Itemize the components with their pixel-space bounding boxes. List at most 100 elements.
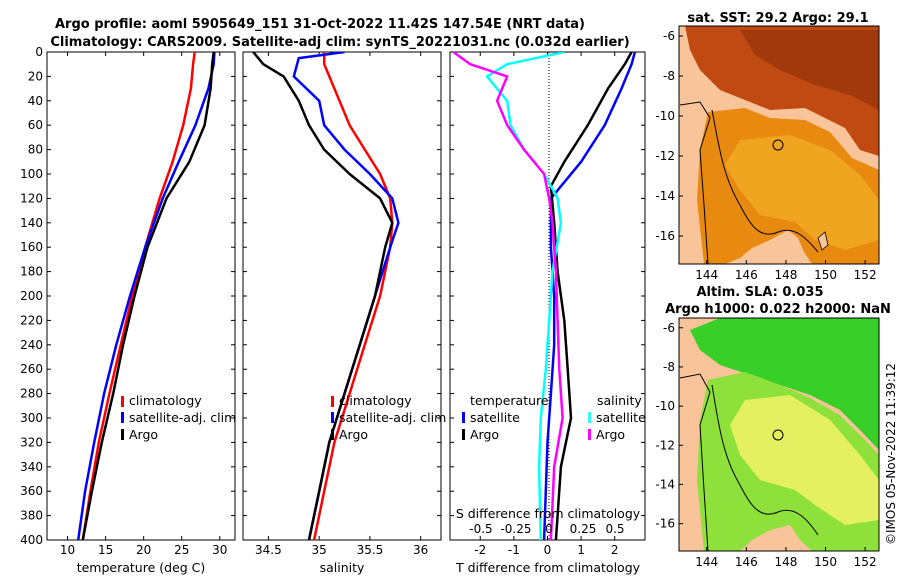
- temperature-axes: [46, 51, 236, 541]
- sst-coastline: [679, 101, 711, 264]
- t-difference-xlabel: T difference from climatology: [455, 560, 641, 575]
- map-y-tick-label: -8: [663, 360, 675, 374]
- series-line-s-satellite: [485, 52, 565, 540]
- legend-swatch-climatology: [331, 396, 334, 407]
- series-line-s-argo: [452, 52, 564, 540]
- sst-warm-patch: [740, 30, 879, 110]
- sla-coastline: [679, 373, 711, 551]
- sla-map-frame: [678, 317, 880, 552]
- y-tick-label: 360: [20, 484, 43, 498]
- legend-s-satellite: satellite: [596, 410, 646, 425]
- x-tick-label: 10: [60, 543, 75, 557]
- sla-shelf-contour: [711, 384, 819, 536]
- map-y-tick-label: -8: [663, 69, 675, 83]
- series-line-argo: [252, 52, 394, 540]
- sla-png-green: [690, 318, 879, 450]
- temperature-lines: [76, 52, 216, 540]
- sst-map-ticks: 144 146 148 150 152 -6 -8 -10 -12 -14 -16: [655, 29, 876, 282]
- map-y-tick-label: -6: [663, 321, 675, 335]
- title-line1: Argo profile: aoml 5905649_151 31-Oct-20…: [55, 17, 585, 32]
- legend-argo: Argo: [339, 427, 368, 442]
- legend-swatch-satellite: [331, 412, 334, 423]
- s-tick-label: -0.5: [469, 522, 492, 536]
- s-tick-label: 0: [545, 522, 553, 536]
- legend-satellite: satellite-adj. clim: [339, 410, 446, 425]
- map-x-tick-label: 144: [695, 268, 718, 282]
- y-tick-label: 200: [20, 289, 43, 303]
- salinity-lines: [252, 52, 400, 540]
- sst-island: [817, 231, 829, 251]
- s-tick-label: -0.25: [500, 522, 531, 536]
- x-tick-label: 15: [98, 543, 113, 557]
- legend-swatch-climatology: [121, 396, 124, 407]
- y-tick-label: 80: [28, 143, 43, 157]
- map-y-tick-label: -10: [655, 109, 675, 123]
- y-tick-label: 60: [28, 118, 43, 132]
- x-tick-label: 0: [544, 543, 552, 557]
- map-x-tick-label: 150: [814, 268, 837, 282]
- temperature-xlabel: temperature (deg C): [77, 560, 206, 575]
- salinity-ticks: 34.5 35 35.5 36: [243, 51, 441, 557]
- x-tick-label: 1: [577, 543, 585, 557]
- legend-climatology: climatology: [339, 393, 412, 408]
- y-tick-label: 240: [20, 338, 43, 352]
- y-tick-label: 340: [20, 460, 43, 474]
- legend-t-satellite: satellite: [470, 410, 520, 425]
- map-y-tick-label: -14: [655, 189, 675, 203]
- map-y-tick-label: -14: [655, 477, 675, 491]
- legend-swatch-argo: [121, 429, 124, 440]
- x-tick-label: -1: [508, 543, 520, 557]
- x-tick-label: 20: [136, 543, 151, 557]
- series-line-climatology: [312, 52, 394, 540]
- sst-map: [679, 26, 879, 264]
- legend-swatch-t-argo: [462, 429, 465, 440]
- legend-swatch-argo: [331, 429, 334, 440]
- sst-shelf-contour: [711, 109, 819, 253]
- salinity-legend: climatology satellite-adj. clim Argo: [331, 393, 446, 442]
- y-tick-label: 140: [20, 216, 43, 230]
- y-tick-label: 400: [20, 533, 43, 547]
- legend-argo: Argo: [129, 427, 158, 442]
- map-y-tick-label: -12: [655, 149, 675, 163]
- legend-swatch-t-satellite: [462, 412, 465, 423]
- legend-temperature-title: temperature: [470, 393, 549, 408]
- legend-t-argo: Argo: [470, 427, 499, 442]
- y-tick-label: 180: [20, 265, 43, 279]
- map-y-tick-label: -6: [663, 29, 675, 43]
- y-tick-label: 160: [20, 240, 43, 254]
- copyright-stamp: ©IMOS 05-Nov-2022 11:39:12: [884, 363, 898, 545]
- series-line-satellite-adj-clim: [76, 52, 216, 540]
- map-y-tick-label: -16: [655, 229, 675, 243]
- sla-argo-marker: [772, 429, 784, 441]
- legend-salinity-title: salinity: [597, 393, 642, 408]
- difference-lines: [452, 52, 637, 540]
- map-x-tick-label: 146: [735, 555, 758, 569]
- x-tick-label: 36: [413, 543, 428, 557]
- y-tick-label: 320: [20, 435, 43, 449]
- salinity-xlabel: salinity: [320, 560, 365, 575]
- x-tick-label: 34.5: [255, 543, 282, 557]
- x-tick-label: 35: [312, 543, 327, 557]
- s-tick-label: 0.5: [605, 522, 624, 536]
- legend-s-argo: Argo: [596, 427, 625, 442]
- temperature-legend: climatology satellite-adj. clim Argo: [121, 393, 236, 442]
- y-tick-label: 0: [35, 45, 43, 59]
- legend-climatology: climatology: [129, 393, 202, 408]
- sst-argo-marker: [772, 139, 784, 151]
- y-tick-label: 40: [28, 94, 43, 108]
- sla-map-subtitle: Argo h1000: 0.022 h2000: NaN: [665, 302, 891, 317]
- difference-legend: temperature satellite Argo salinity sate…: [462, 393, 646, 442]
- series-line-t-satellite: [542, 52, 637, 540]
- map-x-tick-label: 152: [854, 555, 877, 569]
- map-x-tick-label: 150: [814, 555, 837, 569]
- sst-map-title: sat. SST: 29.2 Argo: 29.1: [687, 11, 868, 26]
- y-tick-label: 220: [20, 313, 43, 327]
- sst-ocean-orange: [725, 135, 879, 250]
- map-y-tick-label: -16: [655, 517, 675, 531]
- map-x-tick-label: 146: [735, 268, 758, 282]
- legend-swatch-s-satellite: [588, 412, 591, 423]
- y-tick-label: 100: [20, 167, 43, 181]
- legend-swatch-s-argo: [588, 429, 591, 440]
- title-line2: Climatology: CARS2009. Satellite-adj cli…: [50, 35, 629, 50]
